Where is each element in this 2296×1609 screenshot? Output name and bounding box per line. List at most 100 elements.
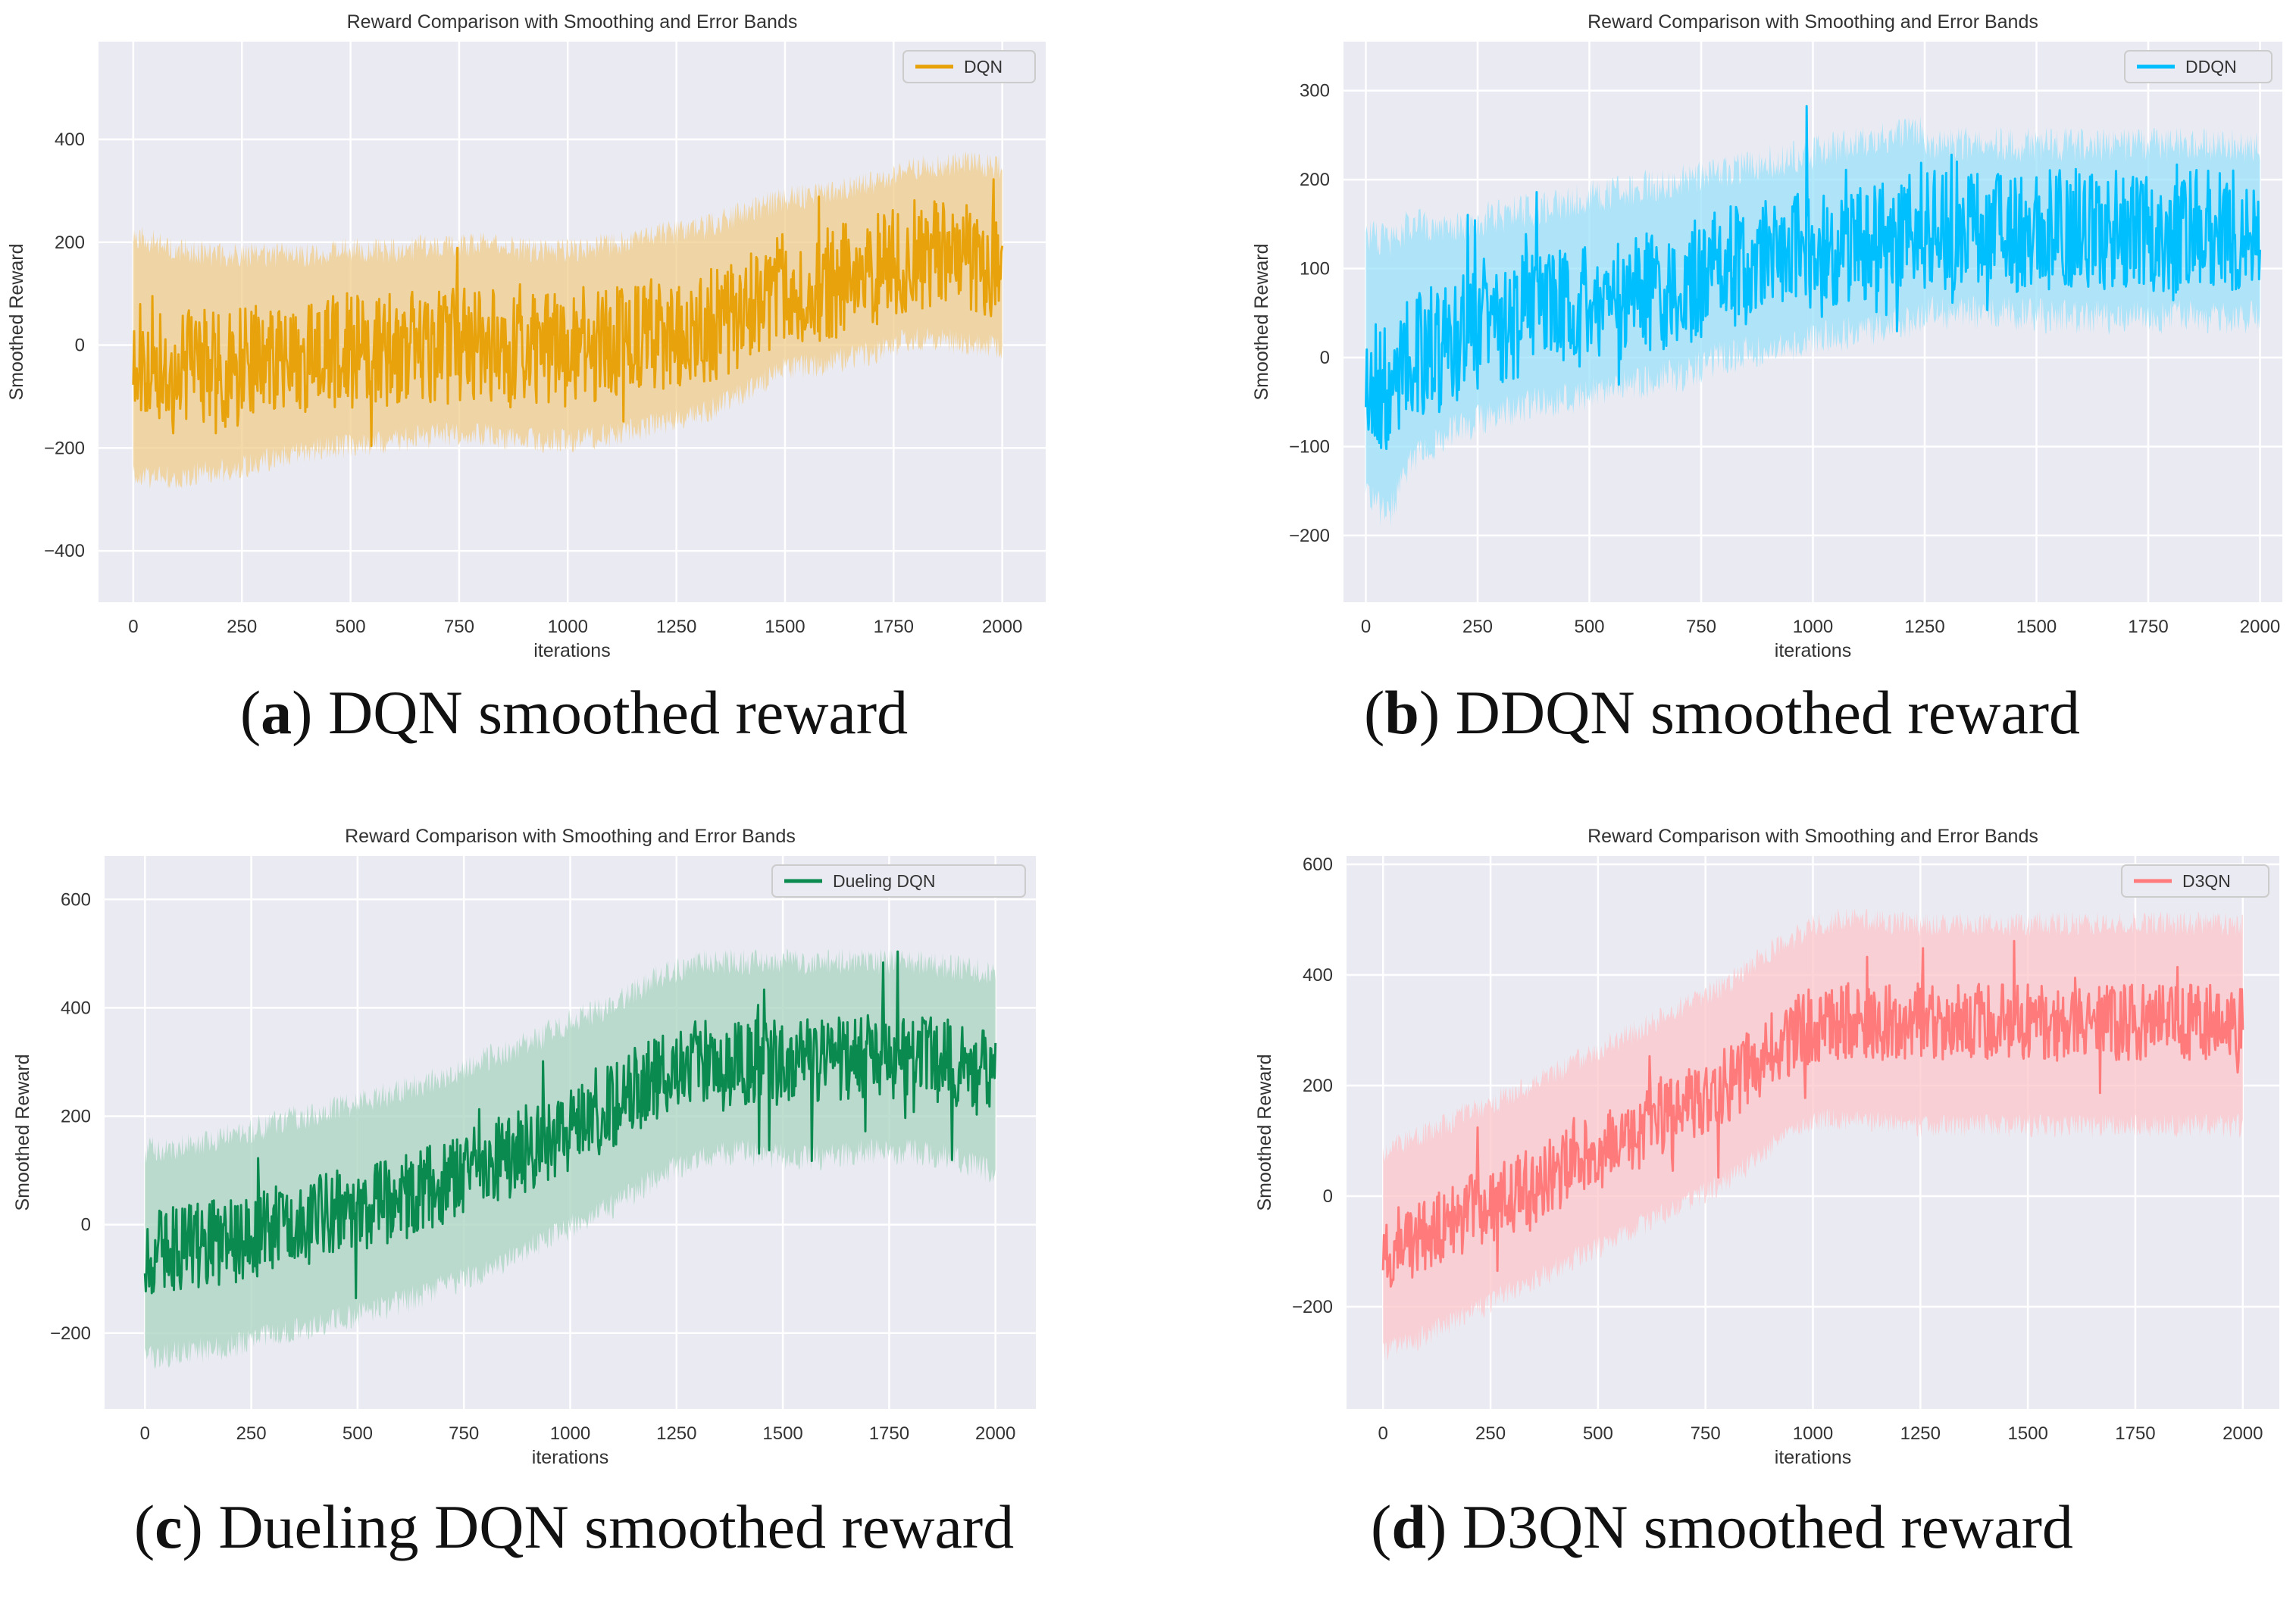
x-tick-label: 750 [449, 1423, 479, 1444]
x-tick-label: 1750 [874, 617, 914, 637]
panel-d: D3QN 0 250 500 750 1000 1250 1500 1750 2000 −200 0 2… [1148, 814, 2296, 1609]
x-tick-label: 1500 [762, 1423, 802, 1444]
y-tick-label: −200 [1292, 1297, 1333, 1317]
x-tick-label: 500 [336, 617, 366, 637]
panel-b: DDQN 0 250 500 750 1000 1250 1500 1750 2000 −200 −1… [1148, 0, 2296, 795]
x-tick-label: 250 [1462, 617, 1493, 637]
y-tick-label: 600 [61, 889, 91, 910]
series-line [132, 178, 1004, 448]
y-axis-label: Smoothed Reward [1254, 1054, 1275, 1211]
chart-d3qn: D3QN 0 250 500 750 1000 1250 1500 1750 2000 −200 0 2… [1254, 826, 2279, 1468]
x-tick-labels: 0 250 500 750 1000 1250 1500 1750 2000 [128, 617, 1022, 637]
y-tick-label: 0 [75, 336, 85, 356]
x-tick-labels: 0 250 500 750 1000 1250 1500 1750 2000 [140, 1423, 1016, 1444]
panel-c: Dueling DQN 0 250 500 750 1000 1250 1500 1750 200… [0, 814, 1148, 1609]
x-tick-label: 0 [128, 617, 138, 637]
x-axis-label: iterations [1775, 640, 1851, 661]
x-tick-label: 1250 [1900, 1423, 1941, 1444]
x-axis-label: iterations [1775, 1447, 1851, 1468]
caption-a: (a) DQN smoothed reward [239, 678, 909, 747]
y-axis-label: Smoothed Reward [1251, 243, 1272, 400]
series-line [1365, 105, 2261, 451]
y-tick-label: 200 [55, 233, 85, 253]
x-tick-label: 1000 [1793, 617, 1833, 637]
series-line [1381, 939, 2244, 1288]
x-tick-label: 1000 [1793, 1423, 1833, 1444]
x-tick-label: 1250 [656, 1423, 696, 1444]
y-tick-labels: −400 −200 0 200 400 [44, 130, 85, 561]
panel-a: DQN 0 250 500 750 1000 1250 1500 1750 2000 −400 −20… [0, 0, 1148, 795]
y-tick-labels: −200 0 200 400 600 [50, 889, 91, 1344]
legend: DQN [902, 50, 1036, 83]
x-tick-label: 1000 [550, 1423, 590, 1444]
series-line [143, 950, 997, 1300]
x-axis-label: iterations [532, 1447, 608, 1468]
legend-label: DDQN [2185, 57, 2237, 77]
y-tick-label: −200 [50, 1323, 91, 1344]
x-tick-label: 0 [1361, 617, 1371, 637]
x-tick-labels: 0 250 500 750 1000 1250 1500 1750 2000 [1378, 1423, 2263, 1444]
caption-text: D3QN smoothed reward [1462, 1492, 2073, 1561]
x-tick-label: 2000 [982, 617, 1022, 637]
x-tick-label: 1750 [2128, 617, 2168, 637]
legend: DDQN [2124, 50, 2273, 83]
caption-c: (c) Dueling DQN smoothed reward [133, 1492, 1015, 1561]
x-tick-label: 1250 [656, 617, 696, 637]
y-tick-label: −100 [1289, 436, 1330, 457]
error-band [133, 151, 1003, 489]
x-tick-label: 500 [1583, 1423, 1613, 1444]
chart-title: Reward Comparison with Smoothing and Err… [347, 11, 798, 33]
x-tick-label: 250 [227, 617, 257, 637]
x-tick-label: 1000 [548, 617, 588, 637]
caption-b: (b) DDQN smoothed reward [1363, 678, 2081, 747]
y-tick-label: 200 [1303, 1076, 1333, 1096]
caption-letter: b [1384, 678, 1419, 747]
x-tick-label: 1750 [869, 1423, 909, 1444]
y-tick-label: 400 [61, 998, 91, 1018]
caption-letter: c [155, 1492, 183, 1561]
y-tick-label: 0 [1323, 1186, 1333, 1207]
x-axis-label: iterations [533, 640, 610, 661]
x-tick-label: 2000 [2240, 617, 2280, 637]
y-tick-label: 200 [61, 1107, 91, 1127]
legend-box [771, 864, 1026, 898]
x-tick-label: 2000 [975, 1423, 1015, 1444]
x-tick-label: 0 [140, 1423, 150, 1444]
legend: D3QN [2121, 864, 2269, 898]
y-tick-label: 400 [55, 130, 85, 150]
caption-text: DQN smoothed reward [327, 678, 909, 747]
x-tick-label: 1500 [2007, 1423, 2047, 1444]
x-tick-label: 1500 [765, 617, 805, 637]
chart-title: Reward Comparison with Smoothing and Err… [1587, 11, 2038, 33]
x-tick-label: 250 [236, 1423, 267, 1444]
chart-title: Reward Comparison with Smoothing and Err… [345, 826, 796, 847]
legend-box [902, 50, 1036, 83]
x-tick-label: 250 [1475, 1423, 1506, 1444]
y-axis-label: Smoothed Reward [12, 1054, 33, 1211]
caption-text: DDQN smoothed reward [1455, 678, 2081, 747]
legend-box [2124, 50, 2273, 83]
x-tick-label: 500 [1574, 617, 1604, 637]
caption-d: (d) D3QN smoothed reward [1371, 1492, 2073, 1561]
y-tick-label: 400 [1303, 965, 1333, 986]
y-tick-label: 200 [1300, 170, 1330, 190]
y-tick-label: 600 [1303, 854, 1333, 875]
caption-text: Dueling DQN smoothed reward [218, 1492, 1015, 1561]
legend: Dueling DQN [771, 864, 1026, 898]
y-tick-label: −200 [44, 438, 85, 458]
x-tick-label: 750 [444, 617, 474, 637]
y-axis-label: Smoothed Reward [6, 243, 27, 400]
x-tick-label: 1500 [2016, 617, 2057, 637]
y-tick-label: 300 [1300, 81, 1330, 102]
caption-letter: d [1391, 1492, 1426, 1561]
y-tick-label: 0 [81, 1215, 91, 1236]
x-tick-label: 1750 [2115, 1423, 2155, 1444]
x-tick-label: 750 [1691, 1423, 1721, 1444]
y-tick-labels: −200 0 200 400 600 [1292, 854, 1333, 1317]
legend-label: D3QN [2182, 871, 2231, 891]
legend-box [2121, 864, 2269, 898]
x-tick-label: 0 [1378, 1423, 1388, 1444]
legend-label: DQN [964, 57, 1003, 77]
